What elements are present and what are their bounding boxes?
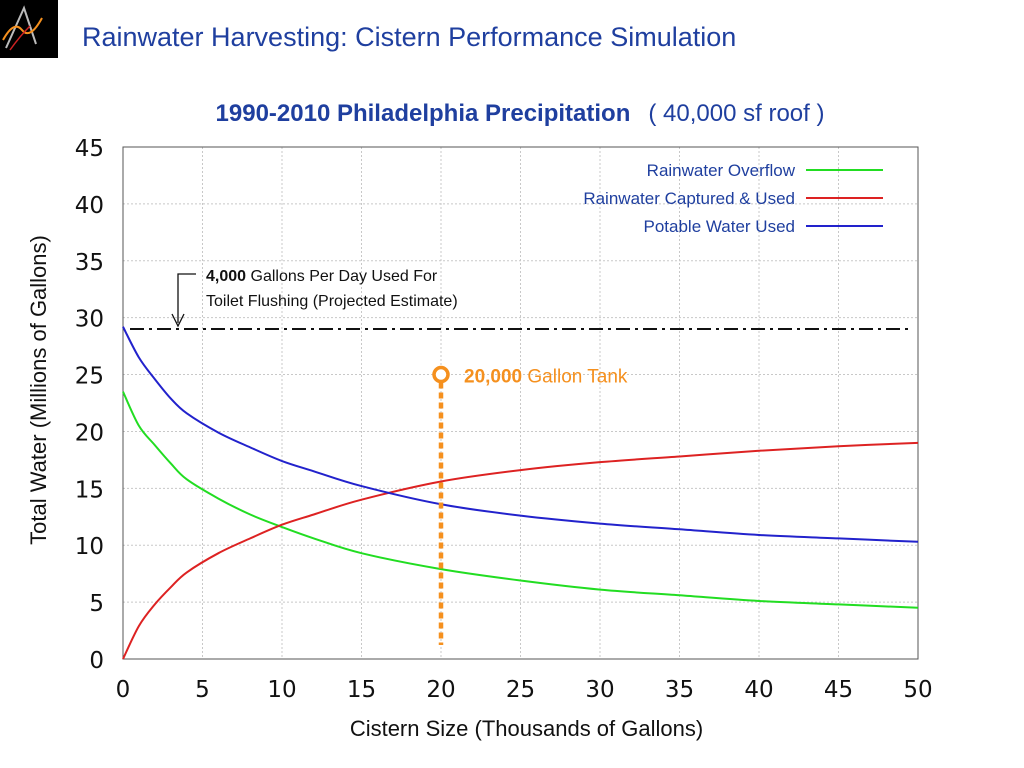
annotation-line-2: Toilet Flushing (Projected Estimate) xyxy=(206,293,458,310)
x-tick-label: 15 xyxy=(347,677,376,703)
tank-marker-value: 20,000 xyxy=(464,367,522,388)
legend-label: Rainwater Overflow xyxy=(647,161,796,180)
annotation-arrow-icon xyxy=(171,313,185,328)
x-tick-label: 40 xyxy=(744,677,773,703)
legend-label: Potable Water Used xyxy=(644,217,796,236)
x-tick-label: 30 xyxy=(585,677,614,703)
x-tick-label: 10 xyxy=(267,677,296,703)
series-line-1 xyxy=(122,441,919,660)
y-tick-label: 45 xyxy=(75,136,104,162)
x-tick-label: 35 xyxy=(665,677,694,703)
chart-title: 1990-2010 Philadelphia Precipitation xyxy=(215,100,631,127)
plot-area xyxy=(122,146,919,660)
tank-marker-label: 20,000 Gallon Tank xyxy=(464,367,628,388)
grid xyxy=(122,146,919,660)
legend: Rainwater Overflow Rainwater Captured & U… xyxy=(583,161,883,236)
series-line-0 xyxy=(122,391,919,609)
chart-title-block: 1990-2010 Philadelphia Precipitation ( 40… xyxy=(0,100,1024,128)
legend-label: Rainwater Captured & Used xyxy=(583,189,795,208)
x-tick-label: 20 xyxy=(426,677,455,703)
annotation-connector xyxy=(177,273,196,323)
y-tick-label: 35 xyxy=(75,250,104,276)
annotation-line-1: 4,000 Gallons Per Day Used For xyxy=(206,268,438,285)
y-tick-label: 20 xyxy=(75,420,104,446)
y-tick-label: 0 xyxy=(89,648,104,674)
tank-marker-text: Gallon Tank xyxy=(522,367,628,388)
y-tick-label: 10 xyxy=(75,534,104,560)
logo xyxy=(0,0,58,58)
x-tick-label: 0 xyxy=(116,677,131,703)
y-tick-label: 40 xyxy=(75,193,104,219)
logo-icon xyxy=(2,5,43,51)
series-line-2 xyxy=(122,326,919,543)
y-axis-label: Total Water (Millions of Gallons) xyxy=(26,235,51,545)
x-tick-label: 5 xyxy=(195,677,210,703)
x-tick-label: 45 xyxy=(824,677,853,703)
x-axis-label: Cistern Size (Thousands of Gallons) xyxy=(350,716,703,741)
x-tick-label: 25 xyxy=(506,677,535,703)
annotation-text: Gallons Per Day Used For xyxy=(246,268,438,285)
tank-marker-point xyxy=(432,365,450,384)
chart-subtitle: ( 40,000 sf roof ) xyxy=(648,100,825,127)
annotation-value: 4,000 xyxy=(206,268,246,285)
y-tick-label: 25 xyxy=(75,364,104,390)
y-tick-label: 15 xyxy=(75,477,104,503)
y-tick-label: 5 xyxy=(89,591,104,617)
y-tick-label: 30 xyxy=(75,307,104,333)
page-title: Rainwater Harvesting: Cistern Performanc… xyxy=(82,22,737,52)
x-tick-label: 50 xyxy=(903,677,932,703)
